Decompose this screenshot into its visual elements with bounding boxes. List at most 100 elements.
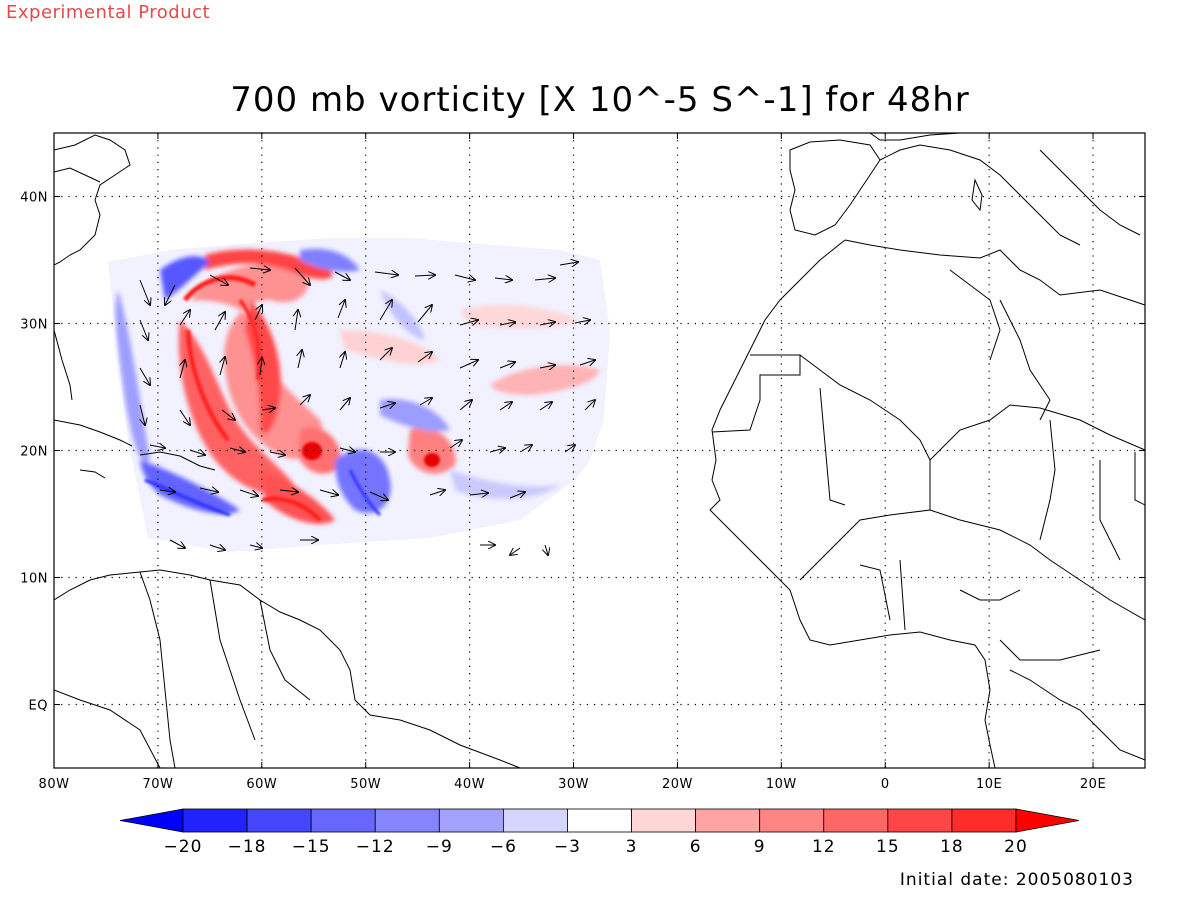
colorbar-label: −18 — [228, 837, 267, 857]
wind-arrow — [239, 489, 258, 496]
wind-arrow — [374, 272, 398, 275]
lat-tick-label: EQ — [29, 699, 48, 714]
colorbar-label: 18 — [940, 837, 964, 857]
wind-arrow — [254, 305, 262, 321]
wind-arrow — [260, 358, 262, 376]
wind-arrow — [559, 262, 578, 265]
wind-arrow — [221, 409, 235, 420]
lon-tick-label: 80W — [39, 777, 70, 792]
wind-arrow — [510, 547, 521, 555]
border-africa — [999, 639, 1101, 661]
negative-vorticity-region — [335, 449, 391, 514]
wind-arrow — [298, 350, 302, 369]
colorbar-label: −9 — [426, 837, 453, 857]
vortex-core — [424, 453, 440, 467]
wind-arrow — [299, 395, 310, 406]
wind-arrow — [229, 448, 245, 452]
lon-tick-label: 10W — [766, 777, 797, 792]
coast-central-africa — [1009, 669, 1145, 761]
coast-north-africa — [844, 239, 1145, 306]
wind-arrow — [454, 275, 475, 280]
wind-arrow — [179, 310, 190, 326]
colorbar-label: 20 — [1004, 837, 1028, 857]
wind-arrow — [249, 545, 262, 548]
vorticity-band — [238, 298, 262, 381]
border-western-sahara — [711, 354, 801, 433]
colorbar-swatch — [374, 808, 440, 833]
colorbar-label: 6 — [690, 837, 702, 857]
wind-arrow — [140, 404, 145, 425]
positive-vorticity-region — [205, 249, 333, 280]
positive-vorticity-region — [490, 365, 600, 395]
lat-tick-label: 20N — [20, 445, 48, 460]
colorbar-swatch — [951, 808, 1017, 833]
positive-vorticity-region — [260, 470, 335, 524]
wind-arrow — [499, 362, 515, 369]
wind-arrow — [337, 300, 345, 319]
wind-arrow — [199, 488, 218, 492]
colorbar-swatch — [246, 808, 312, 833]
colorbar-swatch — [438, 808, 504, 833]
wind-vectors — [140, 262, 595, 555]
border-africa — [929, 404, 1145, 461]
wind-arrow — [214, 312, 225, 331]
lat-tick-label: 10N — [20, 572, 48, 587]
wind-arrow — [499, 402, 512, 411]
lon-tick-label: 60W — [246, 777, 277, 792]
colorbar-swatch — [887, 808, 953, 833]
border-south-america — [209, 579, 256, 741]
positive-vorticity-region — [178, 320, 300, 497]
coast-italy — [1039, 149, 1141, 236]
wind-arrow — [209, 545, 225, 550]
border-africa — [799, 460, 931, 581]
colorbar-swatch — [823, 808, 889, 833]
negative-vorticity-region — [300, 248, 360, 272]
wind-arrow — [519, 445, 532, 453]
chart-title: 700 mb vorticity [X 10^-5 S^-1] for 48hr — [230, 80, 970, 120]
border-africa — [1099, 460, 1121, 561]
wind-arrow — [149, 445, 165, 448]
negative-vorticity-region — [450, 470, 560, 500]
wind-arrow — [379, 348, 392, 361]
coast-jamaica — [79, 469, 106, 479]
border-africa — [1039, 419, 1056, 541]
border-africa — [1134, 452, 1145, 506]
colorbar-swatch — [502, 808, 568, 833]
wind-arrow — [459, 360, 478, 369]
lon-tick-label: 70W — [142, 777, 173, 792]
map-axes: 80W 70W 60W 50W 40W 30W 20W 10W 0 10E 20E EQ 10N 20N 3… — [20, 133, 1145, 792]
coast-florida — [54, 329, 73, 401]
wind-arrow — [139, 319, 148, 340]
coast-europe — [879, 144, 1081, 246]
coastlines — [54, 133, 1145, 768]
wind-arrow — [209, 274, 228, 285]
border-africa — [859, 564, 891, 621]
border-south-america — [54, 689, 161, 768]
vorticity-band — [186, 329, 230, 442]
colorbar-label: −15 — [292, 837, 331, 857]
coast-north-america — [54, 134, 131, 266]
wind-arrow — [279, 490, 298, 492]
coast-iberia — [789, 139, 881, 236]
wind-arrow — [189, 450, 205, 455]
wind-arrow — [269, 452, 285, 455]
border-africa — [949, 269, 1001, 361]
wind-arrow — [449, 440, 462, 449]
wind-arrow — [509, 492, 525, 499]
vorticity-band — [183, 275, 257, 302]
wind-arrow — [534, 278, 555, 280]
wind-arrow — [339, 448, 355, 452]
coast-north-america — [54, 167, 101, 183]
wind-arrow — [417, 305, 432, 323]
wind-arrow — [545, 544, 548, 555]
colorbar-high-extend — [1015, 808, 1080, 833]
colorbar-low-extend — [119, 808, 184, 833]
wind-arrow — [369, 491, 388, 500]
wind-arrow — [295, 310, 298, 331]
negative-vorticity-region — [380, 399, 450, 432]
wind-arrow — [319, 490, 338, 495]
wind-arrow — [429, 490, 445, 495]
border-africa — [899, 559, 906, 631]
colorbar-label: 3 — [626, 837, 638, 857]
wind-arrow — [139, 367, 150, 385]
